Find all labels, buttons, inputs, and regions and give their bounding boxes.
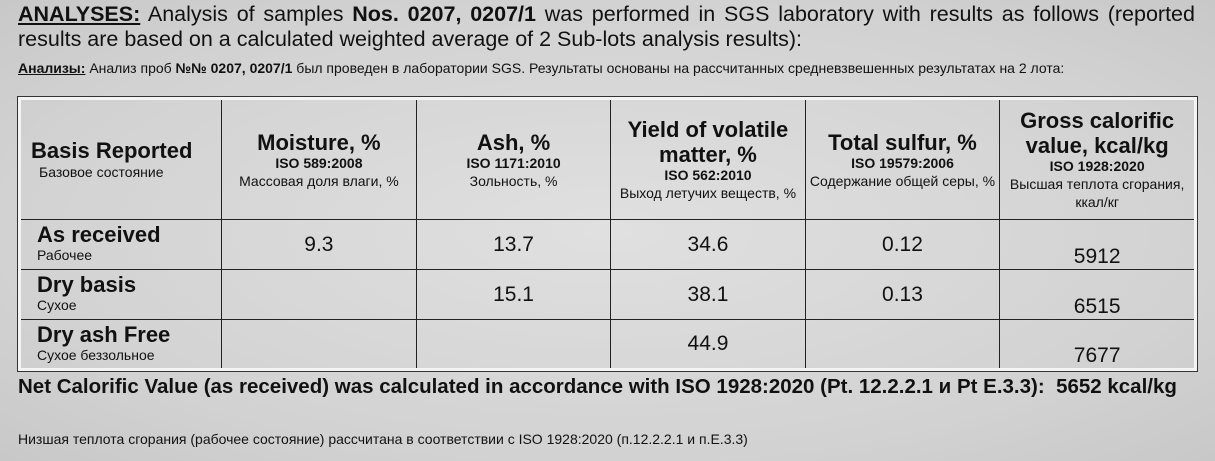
header-title: Yield of volatile matter, % — [627, 117, 789, 167]
header-cell: Ash, % ISO 1171:2010 Зольность, % — [415, 98, 612, 220]
header-title: Basis Reported — [31, 138, 193, 163]
intro-ru: Анализы: Анализ проб №№ 0207, 0207/1 был… — [18, 60, 1195, 76]
header-ru: Высшая теплота сгорания, ккал/кг — [1009, 176, 1185, 210]
value-cell: 38.1 — [610, 269, 806, 320]
value-cell: 34.6 — [610, 219, 806, 270]
intro-text: Analysis of samples — [147, 2, 344, 26]
row-label: Dry ash Free — [37, 322, 171, 347]
header-standard: ISO 562:2010 — [664, 167, 752, 183]
header-ru: Базовое состояние — [39, 164, 164, 180]
row-label-ru: Рабочее — [37, 247, 93, 263]
value-cell: 0.13 — [804, 269, 1001, 320]
results-table: Basis Reported Базовое состояние Moisture,… — [17, 96, 1198, 372]
data-row: As received Рабочее 9.3 13.7 34.6 0.12 5912 — [19, 219, 1196, 270]
value-cell: 5912 — [999, 219, 1196, 270]
value-cell: 44.9 — [610, 319, 806, 370]
row-label-cell: As received Рабочее — [19, 219, 222, 270]
header-cell: Total sulfur, % ISO 19579:2006 Содержание … — [804, 98, 1001, 220]
header-title: Moisture, % — [257, 129, 381, 155]
row-label-cell: Dry ash Free Сухое беззольное — [19, 319, 222, 370]
value-cell — [804, 319, 1001, 370]
header-title: Total sulfur, % — [828, 129, 977, 155]
row-label: Dry basis — [37, 272, 137, 297]
header-ru: Содержание общей серы, % — [809, 172, 996, 189]
value-cell: 6515 — [999, 269, 1196, 320]
intro-label: ANALYSES: — [18, 2, 141, 26]
header-cell: Basis Reported Базовое состояние — [19, 98, 222, 220]
intro: ANALYSES: Analysis of samples Nos. 0207,… — [18, 2, 1195, 52]
intro-ru-text: Анализ проб — [89, 60, 172, 76]
value-cell: 9.3 — [220, 219, 417, 270]
value-cell: 15.1 — [415, 269, 612, 320]
value-cell: 0.12 — [804, 219, 1001, 270]
data-row: Dry basis Сухое 15.1 38.1 0.13 6515 — [19, 269, 1196, 320]
footer-ru: Низшая теплота сгорания (рабочее состоян… — [18, 431, 748, 447]
header-standard: ISO 1928:2020 — [1049, 158, 1145, 174]
intro-samples: Nos. 0207, 0207/1 — [352, 2, 536, 26]
value-cell — [415, 319, 612, 370]
header-title: Gross calorific value, kcal/kg — [1020, 108, 1175, 158]
intro-ru-samples: №№ 0207, 0207/1 — [175, 60, 293, 76]
value-cell: 13.7 — [415, 219, 612, 270]
header-ru: Массовая доля влаги, % — [239, 172, 399, 189]
intro-ru-label: Анализы: — [18, 60, 86, 76]
row-label-cell: Dry basis Сухое — [19, 269, 222, 320]
row-label: As received — [37, 222, 161, 247]
header-ru: Выход летучих веществ, % — [619, 185, 797, 201]
header-standard: ISO 589:2008 — [275, 154, 363, 171]
row-label-ru: Сухое беззольное — [37, 347, 155, 363]
row-label-ru: Сухое — [37, 297, 77, 313]
header-cell: Yield of volatile matter, % ISO 562:2010 В… — [610, 98, 806, 220]
data-row: Dry ash Free Сухое беззольное 44.9 7677 — [19, 319, 1196, 370]
footer-value: 5652 kcal/kg — [1056, 375, 1177, 398]
footer: Net Calorific Value (as received) was ca… — [18, 374, 1198, 400]
header-cell: Moisture, % ISO 589:2008 Массовая доля вла… — [220, 98, 417, 220]
intro-text: was performed in SGS laboratory with res… — [18, 2, 1195, 51]
header-ru: Зольность, % — [469, 172, 558, 189]
header-standard: ISO 1171:2010 — [466, 154, 561, 171]
header-row: Basis Reported Базовое состояние Moisture,… — [19, 98, 1196, 220]
value-cell — [220, 319, 417, 370]
intro-ru-text: был проведен в лаборатории SGS. Результа… — [296, 60, 1065, 76]
header-cell: Gross calorific value, kcal/kg ISO 1928:2… — [999, 98, 1196, 220]
header-title: Ash, % — [476, 129, 551, 155]
value-cell: 7677 — [999, 319, 1196, 370]
header-standard: ISO 19579:2006 — [851, 154, 954, 171]
footer-text: Net Calorific Value (as received) was ca… — [18, 375, 1045, 398]
value-cell — [220, 269, 417, 320]
